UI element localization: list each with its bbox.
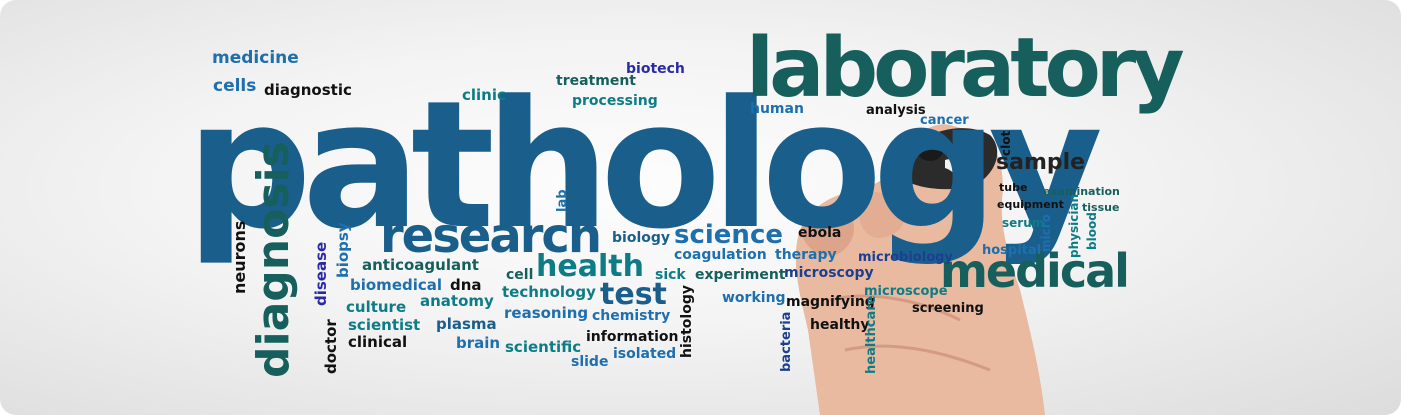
word-culture: culture	[346, 298, 407, 316]
word-healthy: healthy	[810, 317, 870, 333]
word-microscopy: microscopy	[784, 265, 874, 281]
word-science: science	[674, 220, 783, 250]
word-plasma: plasma	[436, 315, 497, 333]
word-analysis: analysis	[866, 103, 926, 118]
word-scientific: scientific	[505, 338, 582, 356]
word-isolated: isolated	[613, 346, 677, 362]
word-research: research	[380, 208, 602, 264]
word-sample: sample	[996, 150, 1086, 175]
word-reasoning: reasoning	[504, 304, 589, 322]
word-brain: brain	[456, 334, 501, 352]
word-ebola: ebola	[798, 225, 842, 241]
word-healthcare: healthcare	[864, 295, 879, 374]
word-test: test	[600, 277, 667, 312]
word-microscope: microscope	[864, 284, 948, 299]
word-cell: cell	[506, 267, 534, 283]
word-magnifying: magnifying	[786, 294, 875, 310]
word-treatment: treatment	[556, 73, 636, 89]
word-medical: medical	[940, 244, 1130, 298]
word-equipment: equipment	[997, 198, 1064, 211]
word-blood: blood	[1085, 212, 1099, 250]
word-pathology: pathology	[186, 63, 1103, 268]
word-clinic: clinic	[462, 86, 506, 104]
word-health: health	[536, 249, 644, 284]
word-clinical: clinical	[348, 333, 408, 351]
word-serum: serum	[1002, 216, 1045, 230]
word-biopsy: biopsy	[334, 222, 352, 278]
word-biology: biology	[612, 230, 671, 246]
word-hospital: hospital	[982, 243, 1042, 258]
word-human: human	[750, 101, 804, 117]
word-anatomy: anatomy	[420, 292, 494, 310]
word-processing: processing	[572, 93, 658, 109]
word-physician: physician	[1067, 193, 1081, 258]
word-anticoagulant: anticoagulant	[362, 256, 479, 274]
word-slide: slide	[571, 354, 609, 370]
word-tube: tube	[999, 181, 1028, 194]
word-cells: cells	[213, 76, 257, 96]
word-screening: screening	[912, 301, 984, 316]
word-working: working	[722, 290, 786, 306]
word-sick: sick	[655, 267, 686, 283]
word-experiment: experiment	[695, 267, 786, 283]
word-tissue: tissue	[1082, 201, 1120, 214]
word-dna: dna	[450, 276, 482, 294]
word-chemistry: chemistry	[592, 308, 671, 324]
word-laboratory: laboratory	[746, 21, 1185, 116]
word-coagulation: coagulation	[674, 247, 767, 263]
word-diagnostic: diagnostic	[264, 81, 352, 99]
word-biotech: biotech	[626, 61, 685, 77]
word-diagnosis: diagnosis	[248, 141, 299, 378]
word-clot: clot	[999, 130, 1013, 156]
word-medicine: medicine	[212, 48, 299, 68]
word-cancer: cancer	[920, 113, 969, 128]
word-disease: disease	[312, 241, 330, 306]
word-examination: examination	[1043, 185, 1120, 198]
word-scientist: scientist	[348, 316, 421, 334]
word-micro: micro	[1039, 214, 1053, 252]
word-neurons: neurons	[230, 220, 249, 294]
word-technology: technology	[502, 283, 596, 301]
word-information: information	[586, 329, 679, 345]
word-therapy: therapy	[775, 247, 837, 263]
word-histology: histology	[679, 285, 695, 358]
word-bacteria: bacteria	[779, 311, 794, 372]
word-microbiology: microbiology	[858, 250, 953, 265]
word-biomedical: biomedical	[350, 276, 443, 294]
word-doctor: doctor	[322, 319, 340, 374]
word-lab: lab	[555, 189, 570, 212]
